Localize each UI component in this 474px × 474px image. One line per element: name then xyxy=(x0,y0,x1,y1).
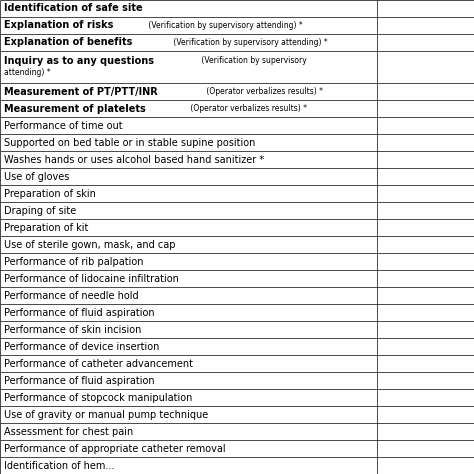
Text: Performance of appropriate catheter removal: Performance of appropriate catheter remo… xyxy=(4,444,226,454)
Text: Performance of needle hold: Performance of needle hold xyxy=(4,291,138,301)
Text: Performance of fluid aspiration: Performance of fluid aspiration xyxy=(4,308,155,318)
Text: Identification of hem...: Identification of hem... xyxy=(4,461,114,471)
Text: Use of gravity or manual pump technique: Use of gravity or manual pump technique xyxy=(4,410,208,419)
Text: Use of gloves: Use of gloves xyxy=(4,172,69,182)
Text: Preparation of kit: Preparation of kit xyxy=(4,223,88,233)
Text: Performance of catheter advancement: Performance of catheter advancement xyxy=(4,358,193,369)
Text: (Verification by supervisory attending) *: (Verification by supervisory attending) … xyxy=(171,38,328,47)
Text: Use of sterile gown, mask, and cap: Use of sterile gown, mask, and cap xyxy=(4,240,175,250)
Text: Performance of time out: Performance of time out xyxy=(4,121,122,131)
Text: Performance of stopcock manipulation: Performance of stopcock manipulation xyxy=(4,392,192,402)
Text: (Operator verbalizes results) *: (Operator verbalizes results) * xyxy=(188,104,307,113)
Text: (Operator verbalizes results) *: (Operator verbalizes results) * xyxy=(204,87,323,96)
Text: (Verification by supervisory attending) *: (Verification by supervisory attending) … xyxy=(146,21,303,30)
Text: Explanation of risks: Explanation of risks xyxy=(4,20,113,30)
Text: Explanation of benefits: Explanation of benefits xyxy=(4,37,132,47)
Text: Washes hands or uses alcohol based hand sanitizer *: Washes hands or uses alcohol based hand … xyxy=(4,155,264,164)
Text: Performance of skin incision: Performance of skin incision xyxy=(4,325,141,335)
Text: Inquiry as to any questions: Inquiry as to any questions xyxy=(4,55,154,66)
Text: Performance of rib palpation: Performance of rib palpation xyxy=(4,256,143,267)
Text: Supported on bed table or in stable supine position: Supported on bed table or in stable supi… xyxy=(4,138,255,148)
Text: Measurement of platelets: Measurement of platelets xyxy=(4,104,146,114)
Text: (Verification by supervisory: (Verification by supervisory xyxy=(199,56,307,65)
Text: Performance of lidocaine infiltration: Performance of lidocaine infiltration xyxy=(4,273,179,283)
Text: Performance of fluid aspiration: Performance of fluid aspiration xyxy=(4,375,155,385)
Text: Draping of site: Draping of site xyxy=(4,206,76,216)
Text: Identification of safe site: Identification of safe site xyxy=(4,3,142,13)
Text: Measurement of PT/PTT/INR: Measurement of PT/PTT/INR xyxy=(4,87,157,97)
Text: attending) *: attending) * xyxy=(4,68,50,77)
Text: Preparation of skin: Preparation of skin xyxy=(4,189,96,199)
Text: Performance of device insertion: Performance of device insertion xyxy=(4,342,159,352)
Text: Assessment for chest pain: Assessment for chest pain xyxy=(4,427,133,437)
